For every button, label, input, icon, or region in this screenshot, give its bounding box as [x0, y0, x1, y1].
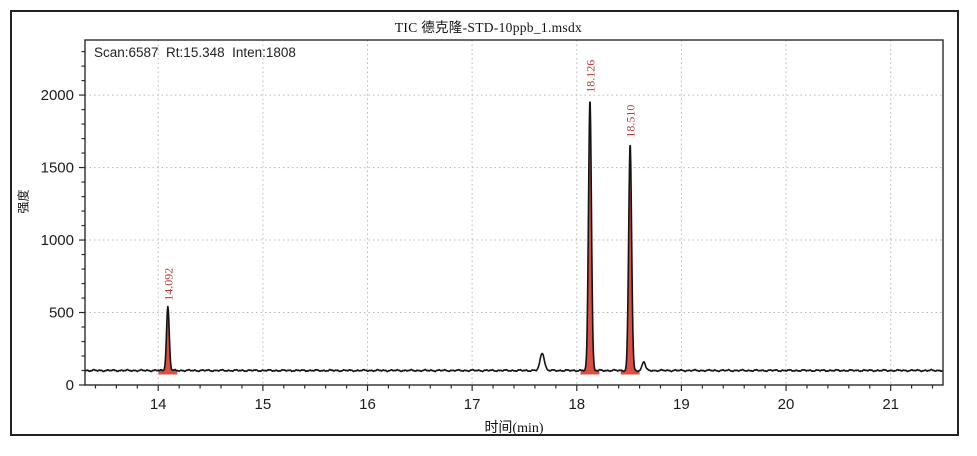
tic-trace [84, 101, 944, 373]
y-tick-label: 1000 [41, 232, 74, 249]
chart-title: TIC 德克隆-STD-10ppb_1.msdx [394, 20, 583, 35]
peak-integration-area [580, 99, 600, 375]
y-tick-label: 500 [49, 305, 74, 322]
scan-status-readout: Scan:6587 Rt:15.348 Inten:1808 [94, 45, 296, 60]
x-tick-label: 16 [359, 396, 376, 413]
y-tick-label: 1500 [41, 160, 74, 177]
x-tick-label: 17 [464, 396, 481, 413]
peak-integration-area [620, 143, 640, 375]
peak-label: 14.092 [161, 268, 175, 301]
x-tick-label: 15 [255, 396, 272, 413]
plot-frame [84, 39, 944, 386]
x-tick-label: 18 [568, 396, 585, 413]
x-tick-label: 19 [673, 396, 690, 413]
x-tick-label: 20 [778, 396, 795, 413]
x-tick-label: 14 [150, 396, 167, 413]
peak-label: 18.126 [584, 60, 598, 93]
x-tick-label: 21 [882, 396, 899, 413]
y-tick-label: 2000 [41, 87, 74, 104]
peak-integration-area [158, 306, 178, 375]
y-tick-label: 0 [66, 377, 74, 394]
x-axis-title: 时间(min) [484, 421, 544, 436]
peak-label: 18.510 [624, 105, 638, 138]
